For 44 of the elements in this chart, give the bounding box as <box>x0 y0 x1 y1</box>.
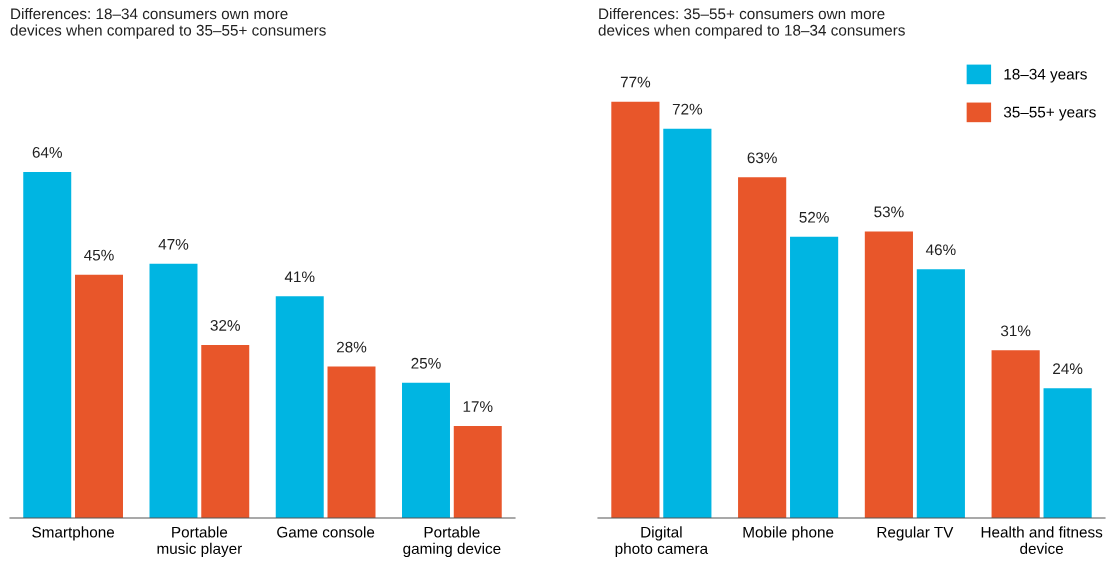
x-tick-label: Portable music player <box>157 526 242 558</box>
bar <box>611 101 660 518</box>
data-label: 77% <box>620 76 651 88</box>
x-tick-label: Digital photo camera <box>615 526 709 558</box>
bar <box>149 263 198 518</box>
bar <box>1043 388 1092 518</box>
data-label: 17% <box>463 401 493 412</box>
x-tick-label: Mobile phone <box>743 526 834 541</box>
bar <box>75 274 123 518</box>
bar <box>327 366 376 518</box>
x-tick-label: Regular TV <box>877 526 954 541</box>
legend-label: 35–55+ years <box>1003 106 1096 121</box>
data-label: 47% <box>158 238 189 250</box>
bar <box>201 344 250 518</box>
data-label: 53% <box>874 206 904 218</box>
bar <box>23 171 72 518</box>
x-tick-label: Portable gaming device <box>403 526 501 558</box>
bar <box>275 296 324 518</box>
data-label: 32% <box>210 320 240 331</box>
data-label: 72% <box>672 103 703 115</box>
bar <box>453 426 502 518</box>
data-label: 28% <box>336 341 367 353</box>
bar <box>663 128 712 518</box>
bar <box>916 269 965 518</box>
bar <box>991 350 1040 518</box>
x-tick-label: Smartphone <box>32 526 115 541</box>
bar <box>402 382 450 518</box>
data-label: 45% <box>84 249 114 261</box>
x-tick-label: Game console <box>277 526 375 538</box>
bar <box>738 177 787 518</box>
data-label: 25% <box>411 357 441 369</box>
chart-title: Differences: 35–55+ consumers own more devices when compared to 18–34 consumers <box>598 8 905 39</box>
chart-title: Differences: 18–34 consumers own more devices when compared to 35–55+ consumers <box>10 8 326 39</box>
bar <box>790 236 839 518</box>
x-tick-label: Health and fitness device <box>981 526 1103 555</box>
bar <box>864 231 913 518</box>
data-label: 64% <box>32 146 62 158</box>
data-label: 52% <box>799 211 829 223</box>
data-label: 41% <box>284 271 315 283</box>
data-label: 31% <box>1000 325 1031 337</box>
data-label: 24% <box>1053 363 1083 375</box>
data-label: 46% <box>925 244 956 256</box>
legend-label: 18–34 years <box>1004 68 1087 83</box>
data-label: 63% <box>747 152 777 164</box>
